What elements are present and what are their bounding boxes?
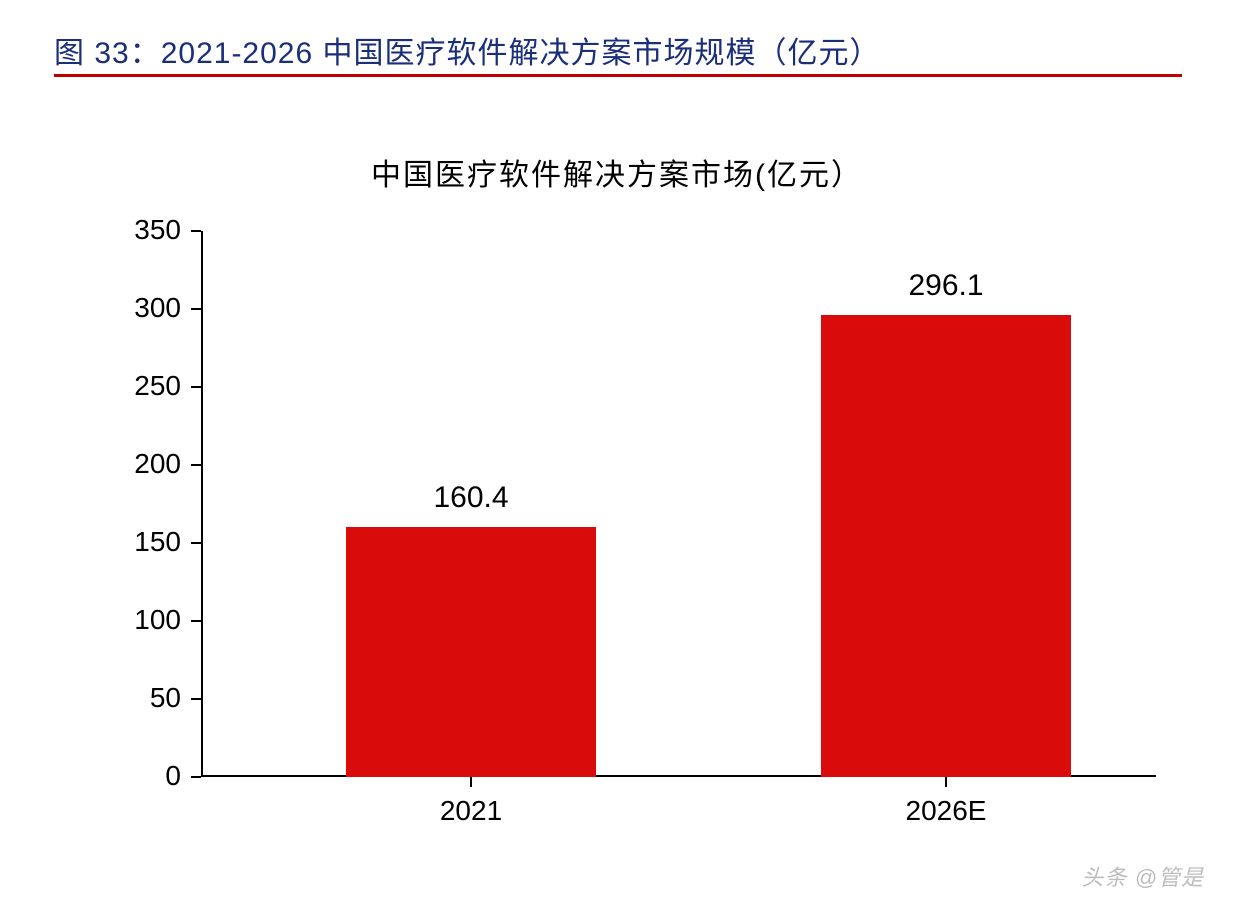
y-tick-label: 250 (101, 370, 181, 402)
y-tick-label: 0 (101, 760, 181, 792)
figure-caption: 图 33：2021-2026 中国医疗软件解决方案市场规模（亿元） (54, 28, 881, 72)
chart-title: 中国医疗软件解决方案市场(亿元） (0, 150, 1234, 194)
y-tick-mark (191, 464, 201, 466)
x-tick-mark (470, 777, 472, 787)
y-tick-label: 100 (101, 604, 181, 636)
y-tick-label: 200 (101, 448, 181, 480)
x-tick-label: 2026E (906, 795, 987, 827)
y-tick-label: 150 (101, 526, 181, 558)
y-tick-mark (191, 230, 201, 232)
y-tick-mark (191, 620, 201, 622)
y-tick-mark (191, 698, 201, 700)
caption-underline (54, 74, 1182, 77)
bar-value-label: 296.1 (908, 269, 983, 303)
x-tick-label: 2021 (440, 795, 502, 827)
y-tick-label: 50 (101, 682, 181, 714)
watermark: 头条 @管是 (1082, 860, 1204, 892)
y-tick-mark (191, 776, 201, 778)
y-tick-mark (191, 386, 201, 388)
x-tick-mark (945, 777, 947, 787)
y-tick-mark (191, 542, 201, 544)
y-tick-label: 350 (101, 214, 181, 246)
y-tick-label: 300 (101, 292, 181, 324)
y-tick-mark (191, 308, 201, 310)
bar (821, 315, 1071, 777)
bar (346, 527, 596, 777)
bar-value-label: 160.4 (433, 481, 508, 515)
